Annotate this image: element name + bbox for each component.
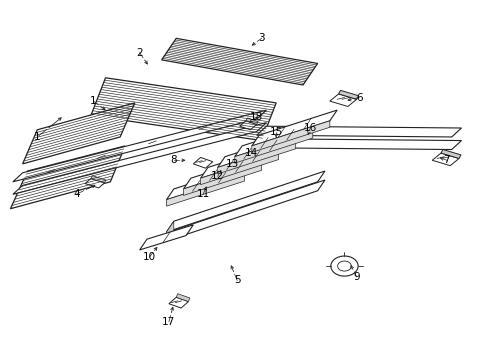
Polygon shape [13, 110, 266, 182]
Text: 18: 18 [249, 112, 263, 122]
Polygon shape [431, 153, 458, 166]
Polygon shape [166, 175, 244, 206]
Circle shape [330, 256, 357, 276]
Polygon shape [166, 180, 325, 241]
Polygon shape [161, 39, 317, 85]
Polygon shape [166, 164, 251, 200]
Polygon shape [183, 164, 261, 195]
Text: 1: 1 [34, 132, 41, 142]
Polygon shape [13, 123, 266, 194]
Polygon shape [440, 149, 460, 158]
Text: 3: 3 [258, 33, 264, 43]
Text: 11: 11 [196, 189, 209, 199]
Text: 7: 7 [443, 155, 449, 165]
Polygon shape [217, 132, 303, 167]
Text: 9: 9 [353, 272, 359, 282]
Text: 1: 1 [90, 96, 97, 106]
Polygon shape [256, 139, 461, 149]
Polygon shape [91, 176, 106, 183]
Text: 4: 4 [73, 189, 80, 199]
Text: 10: 10 [142, 252, 156, 262]
Polygon shape [85, 179, 104, 188]
Text: 14: 14 [244, 148, 258, 158]
Polygon shape [245, 118, 258, 125]
Polygon shape [183, 153, 268, 189]
Polygon shape [22, 103, 135, 164]
Text: 5: 5 [233, 275, 240, 285]
Text: 2: 2 [136, 48, 142, 58]
Polygon shape [91, 78, 276, 140]
Text: 13: 13 [225, 159, 239, 169]
Polygon shape [234, 121, 320, 157]
Polygon shape [10, 146, 125, 209]
Text: 8: 8 [170, 155, 177, 165]
Polygon shape [168, 297, 188, 308]
Polygon shape [234, 132, 312, 163]
Polygon shape [217, 142, 295, 174]
Polygon shape [251, 110, 336, 146]
Polygon shape [251, 121, 329, 152]
Polygon shape [140, 225, 193, 250]
Polygon shape [239, 121, 256, 130]
Text: 6: 6 [355, 93, 362, 103]
Text: 15: 15 [269, 127, 282, 136]
Text: 17: 17 [162, 317, 175, 327]
Polygon shape [166, 171, 325, 232]
Polygon shape [200, 142, 285, 178]
Polygon shape [166, 221, 173, 241]
Polygon shape [193, 157, 212, 168]
Polygon shape [256, 126, 461, 137]
Text: 12: 12 [211, 171, 224, 181]
Polygon shape [338, 90, 358, 99]
Polygon shape [176, 294, 189, 302]
Polygon shape [200, 153, 278, 185]
Circle shape [337, 261, 350, 271]
Text: 16: 16 [303, 123, 316, 133]
Polygon shape [329, 94, 356, 107]
